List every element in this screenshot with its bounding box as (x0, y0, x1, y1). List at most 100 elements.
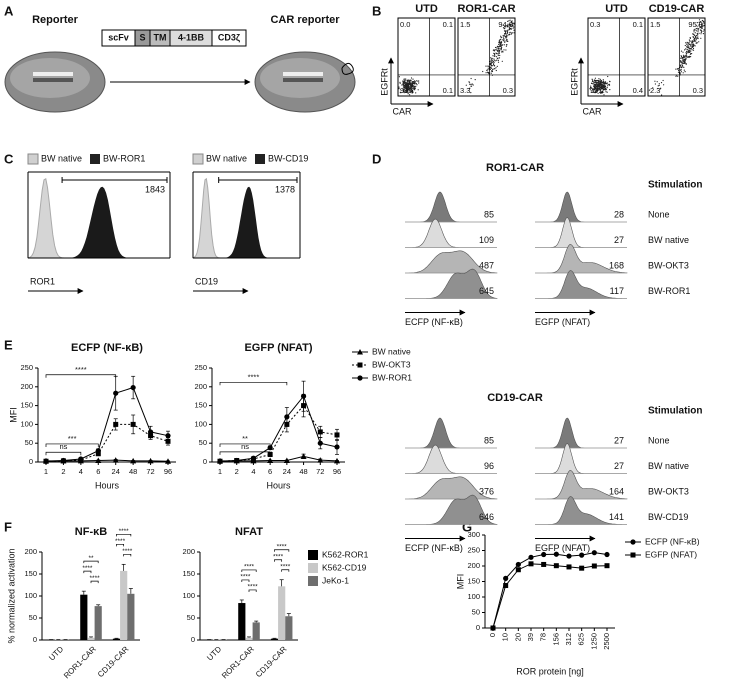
marker (553, 563, 559, 569)
dot (697, 31, 699, 33)
dot (499, 47, 501, 49)
panel-label: E (4, 337, 13, 352)
dot (687, 56, 689, 59)
dot (682, 51, 684, 53)
marker (515, 567, 521, 573)
marker (334, 457, 340, 464)
dot (404, 88, 406, 90)
bar (80, 594, 88, 640)
dot (594, 79, 596, 81)
dot (500, 41, 503, 43)
dot (597, 92, 599, 94)
dot (602, 88, 604, 90)
dot (495, 69, 497, 72)
bar (94, 606, 102, 640)
dot (413, 86, 415, 89)
sig-label: ns (59, 442, 67, 451)
dot (507, 20, 509, 22)
dot (698, 41, 700, 43)
dot (685, 56, 687, 58)
dot (503, 39, 505, 41)
dot (680, 66, 683, 69)
dot (702, 19, 704, 22)
plot-frame (397, 17, 456, 97)
dot (402, 84, 405, 86)
y-tick-label: 150 (194, 401, 207, 410)
dot (402, 86, 404, 88)
dot (507, 23, 509, 25)
sig-label: **** (90, 575, 101, 582)
marker (591, 550, 597, 556)
dot (504, 40, 506, 42)
dot (505, 33, 507, 35)
dot (398, 88, 400, 90)
bar (278, 586, 286, 640)
dot (659, 88, 661, 90)
sig-bracket (219, 451, 271, 455)
group-title: ROR1-CAR (486, 162, 544, 174)
dot (687, 51, 689, 54)
dot (602, 79, 605, 81)
dot (499, 45, 501, 47)
legend-swatch (308, 563, 318, 573)
dot (493, 65, 495, 67)
x-tick-label: ROR1-CAR (220, 644, 256, 680)
dot (699, 25, 701, 28)
stimulation-label: BW-CD19 (648, 512, 688, 522)
dot (607, 75, 609, 78)
dot (402, 80, 404, 82)
chart-title: NFAT (235, 526, 263, 538)
sig-label: **** (248, 372, 260, 381)
group-title: CD19-CAR (487, 392, 543, 404)
dot (693, 31, 695, 33)
dot (501, 36, 503, 38)
dot (686, 43, 688, 45)
dot (490, 57, 492, 59)
dot (500, 43, 502, 45)
quadrant-value: 0.3 (693, 86, 703, 95)
line (219, 404, 338, 462)
construct-label: scFv (108, 32, 129, 42)
dot (590, 87, 592, 89)
marker (300, 453, 307, 459)
dot (505, 49, 507, 51)
plot-frame (457, 17, 516, 97)
dot (698, 21, 700, 23)
dot (603, 82, 605, 85)
plot-title: ROR1-CAR (457, 3, 515, 15)
dot (491, 58, 493, 60)
y-tick-label: 250 (194, 363, 207, 372)
dot (686, 55, 688, 57)
marker (566, 564, 572, 570)
dot (596, 84, 598, 86)
y-axis-label: % normalized activation (6, 548, 16, 643)
dot (692, 46, 694, 49)
dot (696, 33, 699, 35)
dot (490, 62, 492, 64)
dot (403, 88, 405, 90)
x-axis-label: Hours (266, 480, 291, 490)
quadrant-value: 99.7 (400, 86, 415, 95)
x-tick-label: 4 (79, 467, 83, 476)
dot (417, 80, 419, 82)
y-tick-label: 0 (33, 635, 37, 644)
dot (690, 45, 692, 47)
sig-label: **** (75, 365, 87, 374)
dot (700, 31, 702, 34)
dot (689, 37, 692, 40)
x-tick-label: UTD (47, 644, 65, 662)
dot (499, 38, 501, 41)
marker (95, 451, 101, 457)
dot (465, 84, 467, 86)
y-tick-label: 200 (182, 547, 195, 556)
dot (404, 84, 406, 86)
dot (604, 89, 606, 91)
dot (494, 46, 497, 49)
quadrant-value: 95.9 (688, 20, 703, 29)
dot (685, 51, 687, 54)
marker (113, 421, 119, 427)
dot (411, 85, 413, 87)
x-tick-label: 625 (577, 633, 586, 646)
x-tick-label: ROR1-CAR (62, 644, 98, 680)
y-tick-label: 0 (476, 623, 480, 632)
